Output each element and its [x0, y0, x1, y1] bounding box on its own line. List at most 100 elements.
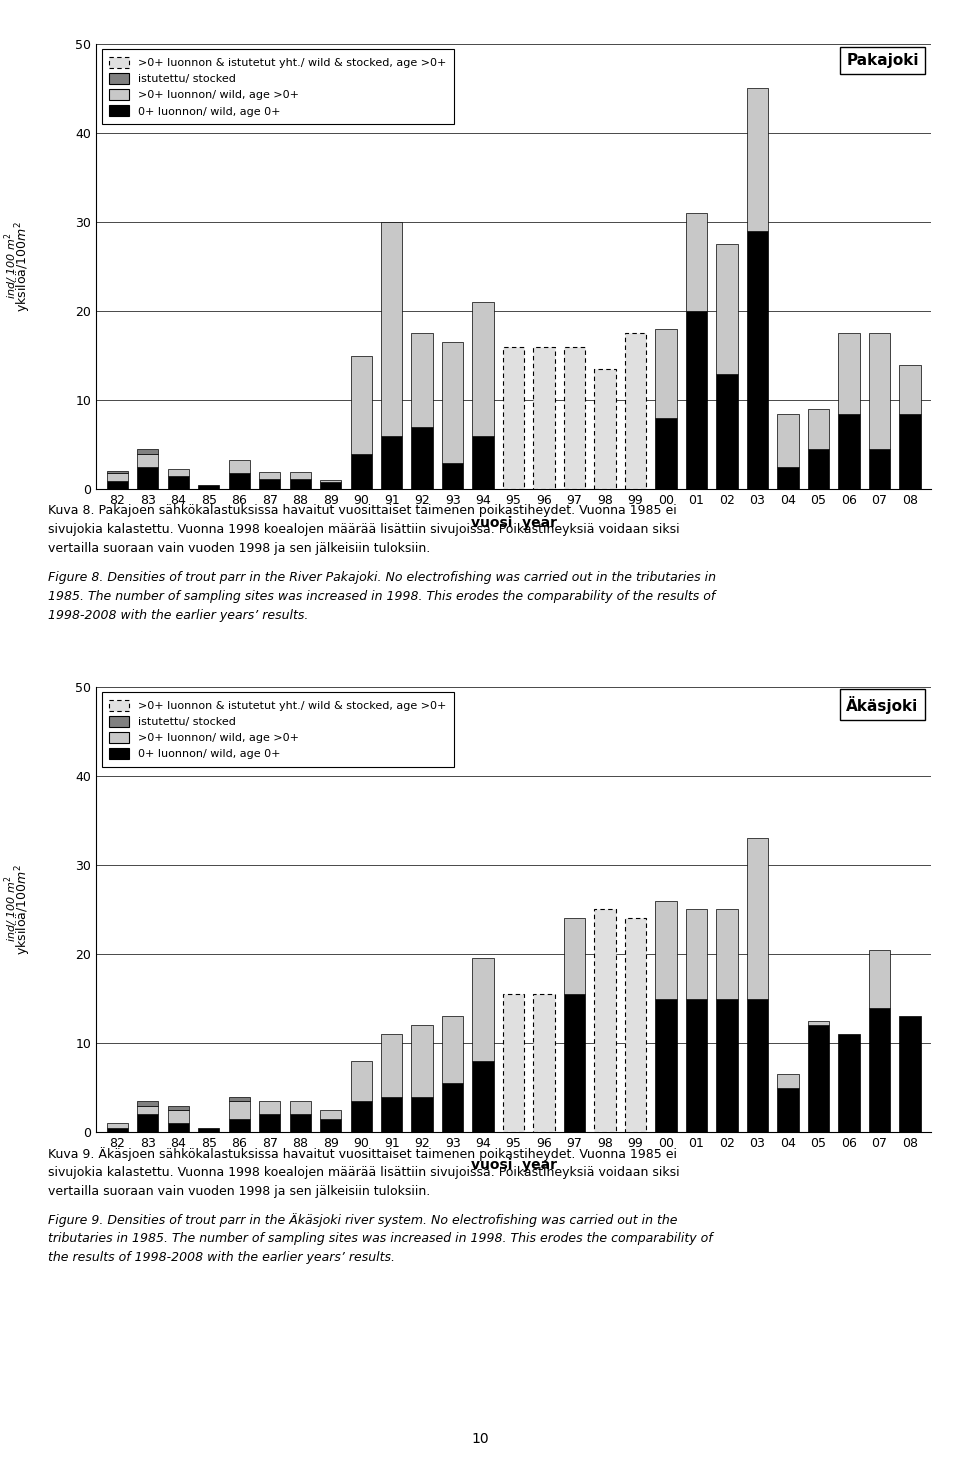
Y-axis label: yksilöä/100$m^2$: yksilöä/100$m^2$	[13, 221, 34, 313]
Bar	[442, 342, 464, 463]
Text: tributaries in 1985. The number of sampling sites was increased in 1998. This er: tributaries in 1985. The number of sampl…	[48, 1233, 712, 1245]
Bar	[107, 1124, 128, 1128]
Bar	[442, 463, 464, 489]
Bar	[503, 346, 524, 489]
X-axis label: vuosi  year: vuosi year	[470, 1159, 557, 1173]
Bar	[838, 333, 859, 413]
Bar	[869, 1008, 890, 1132]
Text: the results of 1998-2008 with the earlier years’ results.: the results of 1998-2008 with the earlie…	[48, 1251, 395, 1264]
Bar	[807, 1021, 829, 1026]
Bar	[350, 454, 372, 489]
Text: vertailla suoraan vain vuoden 1998 ja sen jälkeisiin tuloksiin.: vertailla suoraan vain vuoden 1998 ja se…	[48, 542, 430, 555]
Bar	[168, 1110, 189, 1124]
Bar	[381, 1097, 402, 1132]
Bar	[168, 469, 189, 476]
Bar	[168, 1106, 189, 1110]
Bar	[137, 1102, 158, 1106]
Bar	[198, 1128, 220, 1132]
Bar	[198, 485, 220, 489]
Bar	[412, 427, 433, 489]
Bar	[503, 993, 524, 1132]
Y-axis label: yksilöä/100$m^2$: yksilöä/100$m^2$	[13, 863, 34, 955]
Bar	[168, 476, 189, 489]
Bar	[259, 479, 280, 489]
Bar	[778, 1087, 799, 1132]
Text: Kuva 8. Pakajoen sähkökalastuksissa havaitut vuosittaiset taimenen poikastiheyde: Kuva 8. Pakajoen sähkökalastuksissa hava…	[48, 504, 677, 517]
Bar	[685, 213, 708, 311]
Bar	[350, 1061, 372, 1102]
Bar	[320, 482, 342, 489]
Bar	[442, 1083, 464, 1132]
Text: vertailla suoraan vain vuoden 1998 ja sen jälkeisiin tuloksiin.: vertailla suoraan vain vuoden 1998 ja se…	[48, 1185, 430, 1198]
Bar	[807, 450, 829, 489]
Bar	[107, 481, 128, 489]
Bar	[107, 1128, 128, 1132]
Bar	[900, 413, 921, 489]
Bar	[594, 909, 615, 1132]
Bar	[685, 999, 708, 1132]
Bar	[137, 1106, 158, 1115]
Bar	[594, 370, 615, 489]
Bar	[747, 999, 768, 1132]
Legend: >0+ luonnon & istutetut yht./ wild & stocked, age >0+, istutettu/ stocked, >0+ l: >0+ luonnon & istutetut yht./ wild & sto…	[102, 693, 454, 767]
Text: Kuva 9. Äkäsjoen sähkökalastuksissa havaitut vuosittaiset taimenen poikastiheyde: Kuva 9. Äkäsjoen sähkökalastuksissa hava…	[48, 1147, 677, 1161]
Bar	[350, 1102, 372, 1132]
Bar	[320, 1110, 342, 1119]
Text: ind/ 100 $m^2$: ind/ 100 $m^2$	[3, 875, 20, 942]
Bar	[534, 993, 555, 1132]
Bar	[716, 999, 737, 1132]
Bar	[320, 1119, 342, 1132]
Bar	[869, 950, 890, 1008]
Bar	[259, 1115, 280, 1132]
Bar	[472, 958, 493, 1061]
Bar	[290, 472, 311, 479]
Bar	[716, 244, 737, 374]
Bar	[137, 468, 158, 489]
Bar	[290, 479, 311, 489]
Bar	[137, 450, 158, 454]
Bar	[778, 1074, 799, 1087]
Text: sivujokia kalastettu. Vuonna 1998 koealojen määrää lisättiin sivujoissa. Poikast: sivujokia kalastettu. Vuonna 1998 koealo…	[48, 523, 680, 536]
Bar	[747, 88, 768, 231]
Bar	[350, 355, 372, 454]
Bar	[259, 1102, 280, 1115]
Bar	[564, 993, 586, 1132]
Bar	[564, 346, 586, 489]
Bar	[778, 413, 799, 468]
Bar	[778, 468, 799, 489]
Bar	[656, 999, 677, 1132]
Text: 10: 10	[471, 1432, 489, 1446]
Bar	[900, 365, 921, 413]
Bar	[656, 900, 677, 999]
Bar	[228, 473, 250, 489]
Bar	[228, 1097, 250, 1102]
Bar	[685, 909, 708, 999]
Bar	[656, 329, 677, 418]
Bar	[625, 919, 646, 1132]
Bar	[381, 435, 402, 489]
Bar	[290, 1102, 311, 1115]
Text: sivujokia kalastettu. Vuonna 1998 koealojen määrää lisättiin sivujoissa. Poikast: sivujokia kalastettu. Vuonna 1998 koealo…	[48, 1166, 680, 1179]
Text: ind/ 100 $m^2$: ind/ 100 $m^2$	[3, 232, 20, 300]
Bar	[685, 311, 708, 489]
Bar	[137, 454, 158, 468]
Bar	[107, 473, 128, 481]
Bar	[807, 1026, 829, 1132]
Bar	[228, 1102, 250, 1119]
Bar	[472, 302, 493, 435]
Bar	[412, 333, 433, 427]
Bar	[472, 435, 493, 489]
Text: 1998-2008 with the earlier years’ results.: 1998-2008 with the earlier years’ result…	[48, 608, 308, 621]
Bar	[168, 1124, 189, 1132]
Bar	[625, 333, 646, 489]
Bar	[320, 479, 342, 482]
Bar	[747, 231, 768, 489]
Bar	[656, 418, 677, 489]
Bar	[442, 1017, 464, 1083]
Bar	[716, 909, 737, 999]
Bar	[716, 374, 737, 489]
Text: Pakajoki: Pakajoki	[846, 53, 919, 67]
Bar	[107, 470, 128, 473]
Bar	[564, 919, 586, 993]
Bar	[381, 222, 402, 435]
